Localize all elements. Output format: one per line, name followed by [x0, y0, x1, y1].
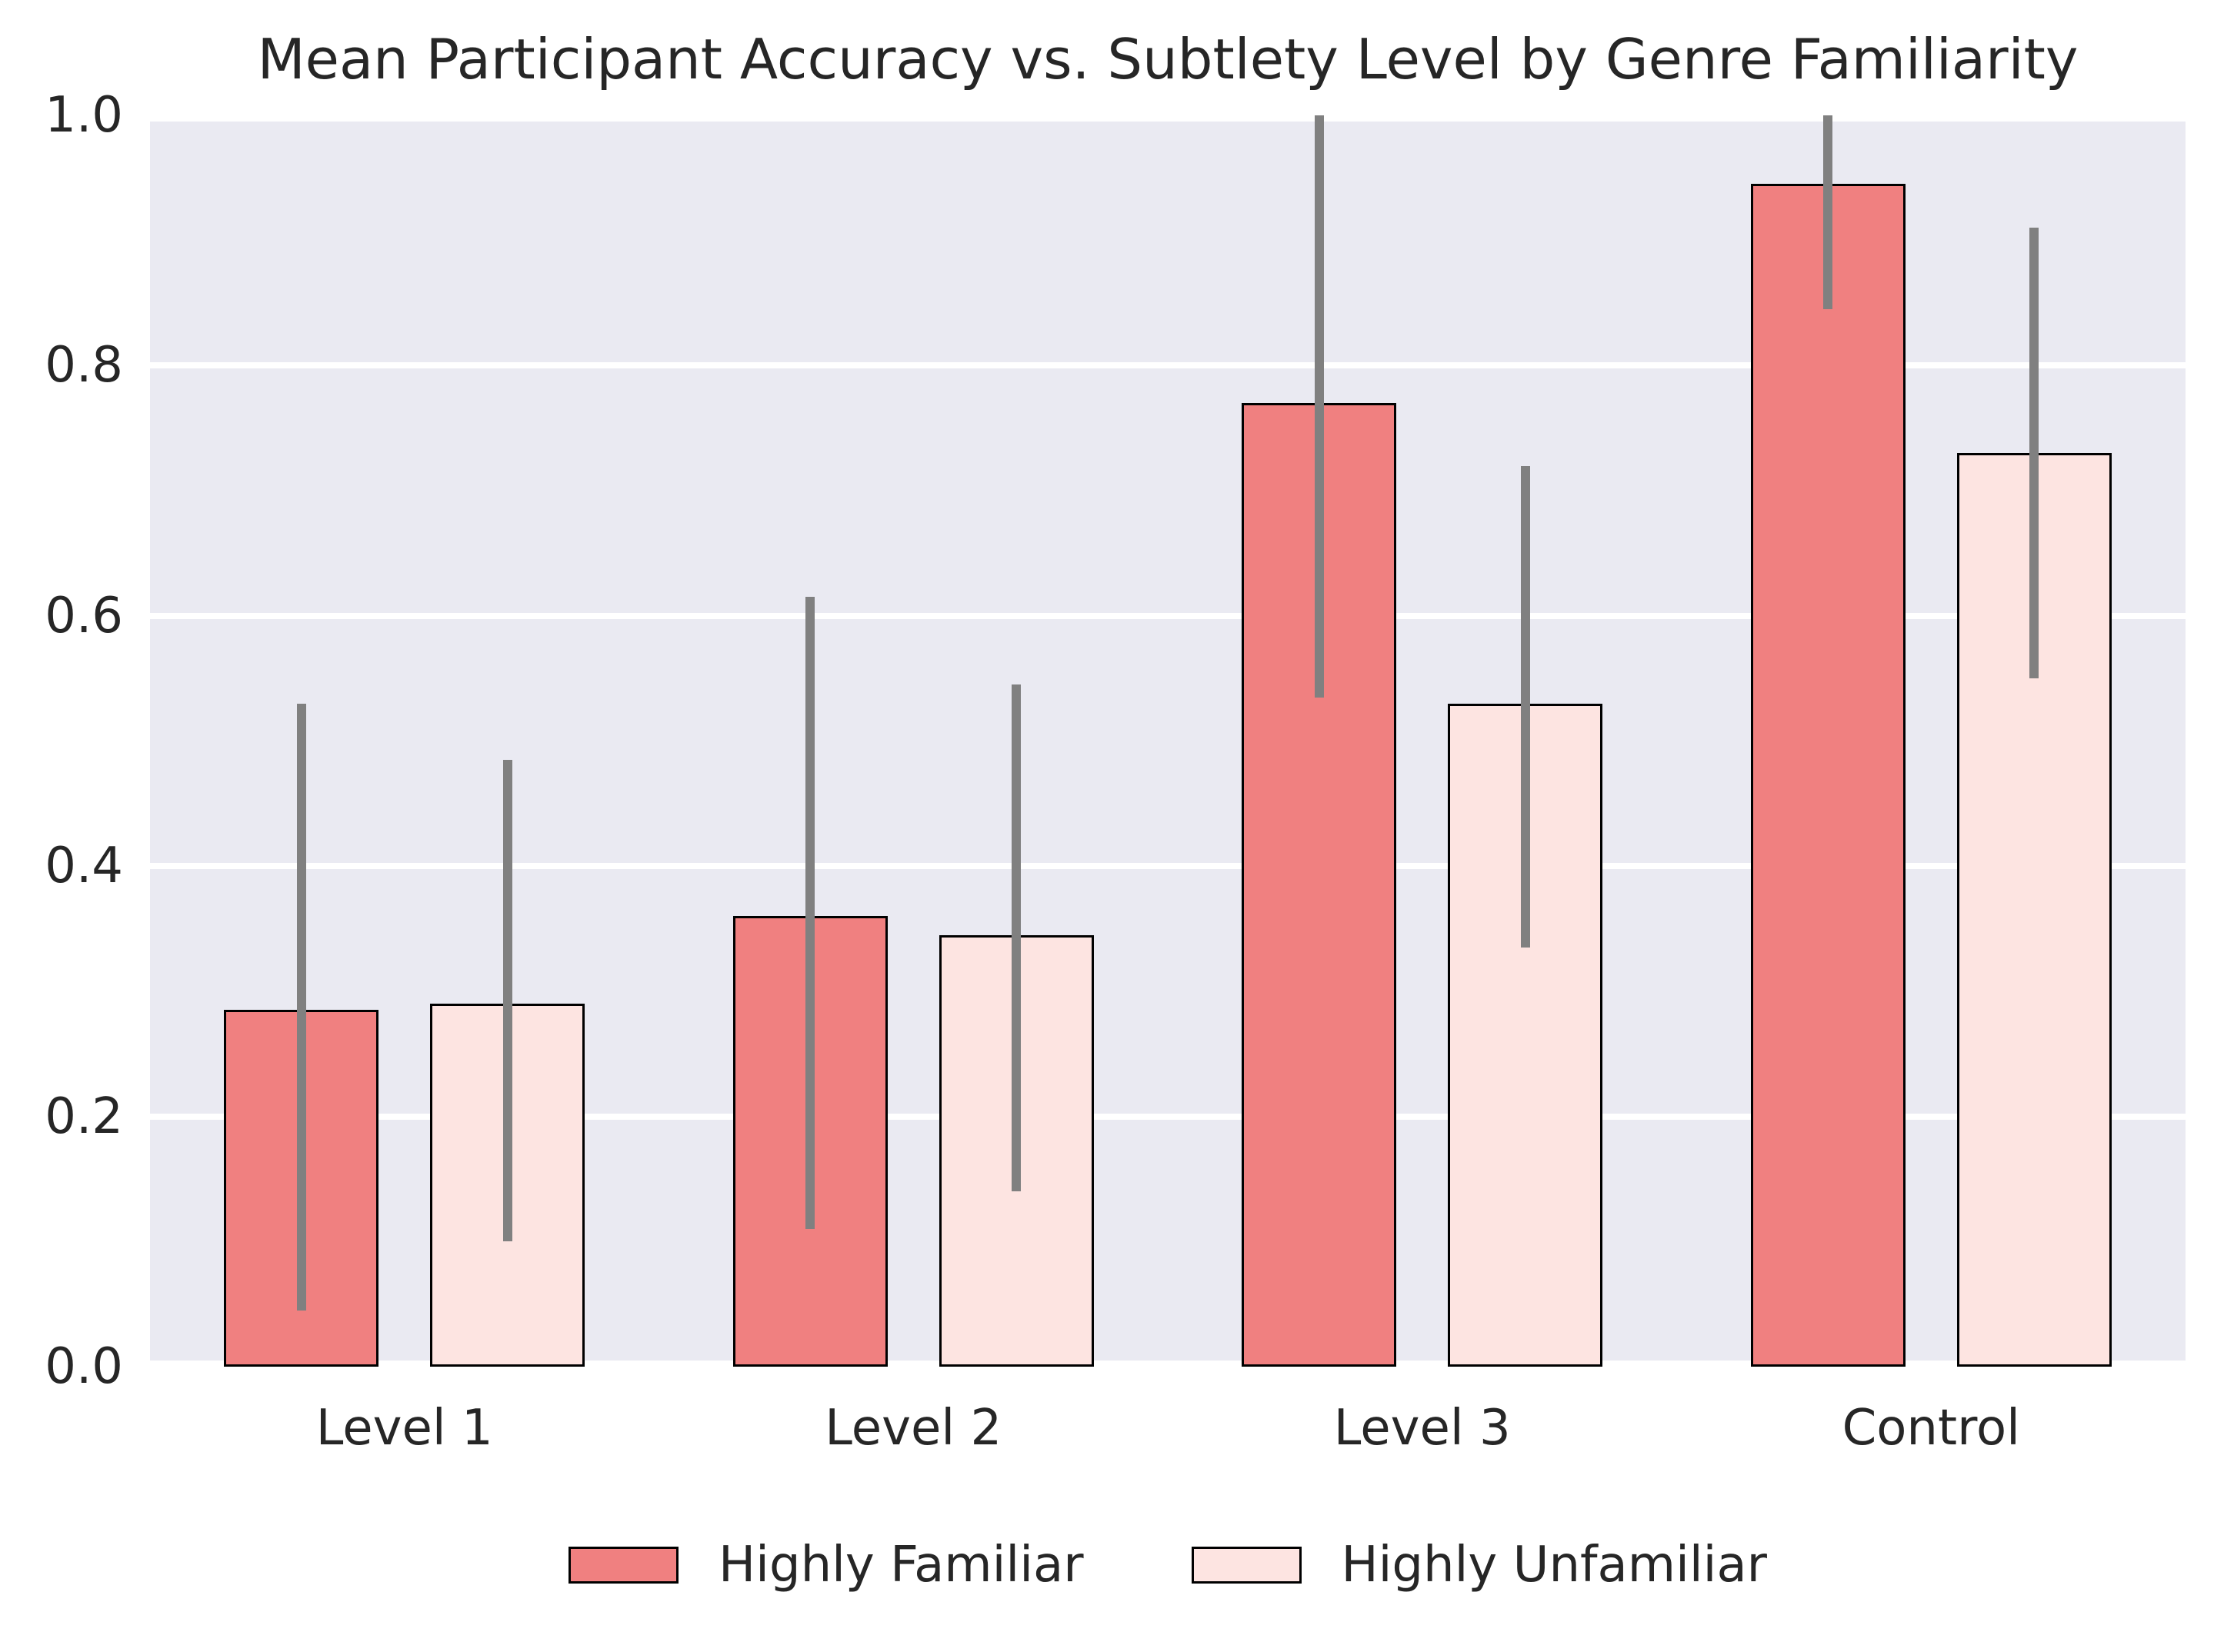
legend-label-highly-unfamiliar: Highly Unfamiliar: [1341, 1537, 1767, 1594]
plot-area: [150, 115, 2186, 1367]
x-tick-label-level-3: Level 3: [1333, 1400, 1511, 1457]
gridline-y-0.0: [150, 1361, 2186, 1367]
legend-item-highly-familiar: Highly Familiar: [569, 1537, 1084, 1594]
error-bar-highly-familiar-level-3: [1314, 115, 1324, 698]
gridline-y-0.4: [150, 863, 2186, 870]
legend-label-highly-familiar: Highly Familiar: [719, 1537, 1084, 1594]
chart-title: Mean Participant Accuracy vs. Subtlety L…: [257, 27, 2079, 92]
legend-item-highly-unfamiliar: Highly Unfamiliar: [1191, 1537, 1767, 1594]
x-tick-label-level-1: Level 1: [315, 1400, 493, 1457]
y-tick-label-0.4: 0.4: [45, 838, 123, 895]
error-bar-highly-familiar-control: [1823, 115, 1833, 310]
error-bar-highly-unfamiliar-level-1: [502, 759, 512, 1242]
gridline-y-1.0: [150, 115, 2186, 122]
gridline-y-0.8: [150, 362, 2186, 369]
error-bar-highly-familiar-level-2: [805, 597, 815, 1230]
error-bar-highly-unfamiliar-level-3: [1520, 465, 1530, 948]
error-bar-highly-familiar-level-1: [296, 703, 306, 1311]
gridline-y-0.2: [150, 1113, 2186, 1120]
legend-swatch-highly-familiar: [569, 1547, 679, 1584]
error-bar-highly-unfamiliar-level-2: [1012, 684, 1022, 1192]
y-tick-label-0.0: 0.0: [45, 1338, 123, 1395]
x-tick-label-control: Control: [1842, 1400, 2020, 1457]
legend-swatch-highly-unfamiliar: [1191, 1547, 1302, 1584]
y-tick-label-0.8: 0.8: [45, 337, 123, 395]
y-tick-label-0.2: 0.2: [45, 1087, 123, 1145]
bar-highly-familiar-control: [1750, 184, 1906, 1367]
y-tick-label-0.6: 0.6: [45, 587, 123, 644]
legend: Highly Familiar Highly Unfamiliar: [150, 1519, 2186, 1611]
error-bar-highly-unfamiliar-control: [2029, 228, 2039, 679]
x-tick-label-level-2: Level 2: [825, 1400, 1002, 1457]
y-tick-label-1.0: 1.0: [45, 87, 123, 144]
gridline-y-0.6: [150, 612, 2186, 619]
